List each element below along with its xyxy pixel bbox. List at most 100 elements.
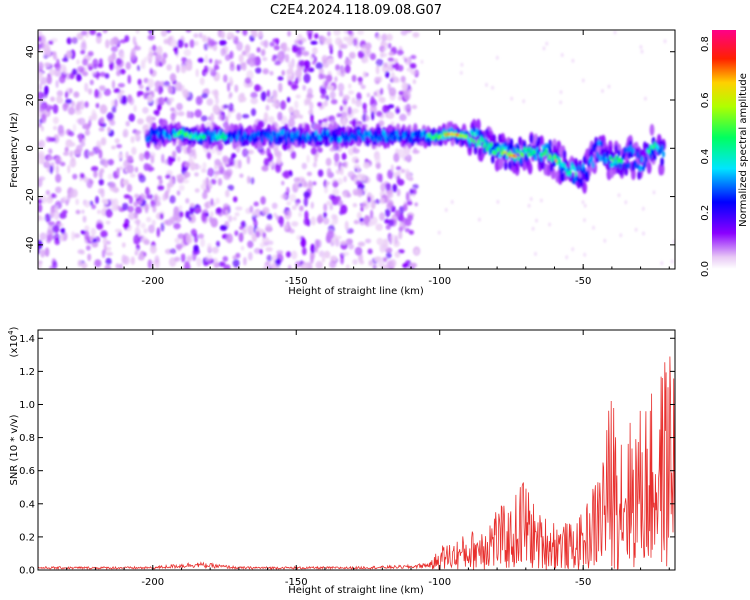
noise-blob	[302, 84, 307, 91]
noise-blob	[116, 167, 120, 176]
noise-blob	[284, 53, 290, 63]
ridge-blob	[640, 156, 644, 163]
noise-blob	[131, 146, 137, 155]
ridge-blob	[621, 161, 626, 171]
ridge-blob	[445, 132, 448, 136]
noise-blob	[77, 249, 85, 255]
ridge-blob	[573, 166, 576, 172]
noise-blob	[194, 109, 202, 118]
noise-blob	[581, 78, 585, 83]
ridge-blob	[528, 146, 532, 152]
noise-blob	[166, 64, 172, 71]
noise-blob	[380, 41, 388, 47]
noise-blob	[273, 45, 280, 51]
ridge-blob	[569, 169, 572, 175]
noise-blob	[346, 228, 354, 234]
noise-blob	[401, 81, 408, 91]
noise-blob	[86, 245, 91, 251]
noise-blob	[160, 30, 168, 37]
noise-blob	[161, 57, 166, 65]
noise-blob	[119, 166, 124, 171]
noise-blob	[97, 188, 104, 195]
ridge-blob	[216, 136, 219, 141]
noise-blob	[450, 200, 454, 204]
noise-blob	[329, 147, 336, 152]
noise-blob	[91, 166, 99, 172]
ridge-blob	[624, 162, 628, 170]
ridge-blob	[629, 145, 632, 152]
noise-blob	[200, 115, 208, 122]
noise-blob	[202, 34, 207, 43]
noise-blob	[147, 34, 155, 41]
noise-blob	[148, 224, 155, 234]
noise-blob	[247, 240, 254, 249]
noise-blob	[459, 70, 463, 75]
noise-blob	[344, 58, 352, 67]
noise-blob	[327, 57, 334, 65]
noise-blob	[420, 59, 424, 64]
noise-blob	[38, 104, 45, 113]
noise-blob	[189, 39, 195, 48]
noise-blob	[125, 120, 130, 127]
noise-blob	[72, 68, 77, 76]
noise-blob	[375, 223, 383, 231]
noise-blob	[127, 155, 133, 162]
noise-blob	[477, 217, 481, 222]
noise-blob	[55, 164, 60, 175]
ridge-blob	[279, 129, 282, 137]
noise-blob	[529, 197, 533, 201]
noise-blob	[82, 215, 87, 223]
noise-blob	[89, 30, 96, 36]
noise-blob	[107, 55, 114, 64]
noise-blob	[326, 85, 335, 91]
noise-blob	[143, 228, 148, 234]
noise-blob	[336, 69, 341, 76]
noise-blob	[217, 178, 223, 186]
noise-blob	[203, 42, 209, 51]
noise-blob	[404, 56, 410, 66]
noise-blob	[151, 44, 157, 52]
noise-blob	[395, 166, 402, 171]
ridge-blob	[520, 156, 523, 164]
noise-blob	[185, 30, 192, 33]
noise-blob	[268, 261, 272, 268]
noise-blob	[228, 156, 235, 166]
noise-blob	[238, 232, 244, 243]
noise-blob	[208, 58, 213, 64]
noise-blob	[328, 43, 333, 50]
noise-blob	[167, 97, 172, 107]
noise-blob	[219, 224, 228, 231]
noise-blob	[212, 104, 220, 114]
noise-blob	[387, 104, 395, 109]
noise-blob	[149, 68, 154, 75]
y-tick-label: 1.4	[19, 334, 35, 345]
noise-blob	[290, 150, 297, 160]
noise-blob	[545, 41, 549, 46]
noise-blob	[164, 190, 169, 200]
noise-blob	[444, 208, 448, 212]
noise-blob	[160, 222, 165, 232]
noise-blob	[272, 142, 279, 152]
noise-blob	[142, 107, 149, 114]
ridge-blob	[562, 149, 567, 159]
noise-blob	[224, 210, 229, 218]
y-tick-label: -20	[25, 188, 36, 204]
noise-blob	[91, 70, 97, 76]
noise-blob	[559, 100, 563, 105]
ridge-blob	[474, 132, 477, 138]
ridge-blob	[652, 144, 655, 150]
noise-blob	[329, 260, 337, 269]
noise-blob	[38, 123, 42, 128]
ridge-blob	[564, 166, 568, 172]
noise-blob	[672, 239, 675, 244]
noise-blob	[391, 64, 396, 69]
noise-blob	[40, 249, 46, 258]
noise-blob	[294, 39, 300, 45]
noise-blob	[542, 46, 546, 51]
noise-blob	[370, 199, 376, 210]
noise-blob	[295, 68, 302, 78]
noise-blob	[334, 235, 342, 240]
ridge-blob	[582, 181, 587, 194]
noise-blob	[189, 205, 194, 215]
noise-blob	[175, 144, 182, 154]
